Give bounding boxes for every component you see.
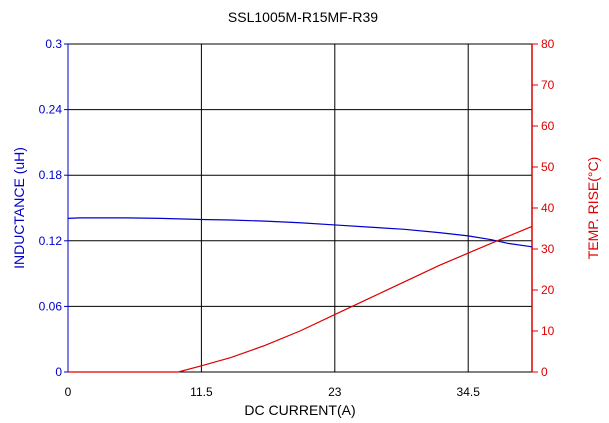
x-axis: 0 11.5 23 34.5 — [65, 385, 481, 399]
y-right-tick-label: 60 — [541, 119, 555, 133]
y-right-tick-label: 70 — [541, 78, 555, 92]
y-right-tick-label: 0 — [541, 365, 548, 379]
x-tick-label: 34.5 — [457, 385, 481, 399]
y-right-tick-label: 50 — [541, 160, 555, 174]
chart-title: SSL1005M-R15MF-R39 — [228, 9, 378, 25]
y-left-tick-label: 0.18 — [39, 168, 63, 182]
y-left-tick-label: 0 — [55, 365, 62, 379]
series-layer — [67, 217, 533, 373]
temperature-series-line — [68, 225, 533, 373]
x-axis-label: DC CURRENT(A) — [244, 402, 355, 418]
y-left-tick-label: 0.06 — [39, 299, 63, 313]
inductance-series-line — [67, 217, 533, 248]
plot-frame — [67, 43, 533, 373]
y-left-tick-label: 0.24 — [39, 103, 63, 117]
grid — [68, 44, 532, 372]
y-left-tick-label: 0.12 — [39, 234, 63, 248]
x-tick-label: 23 — [328, 385, 342, 399]
y-axis-right-label: TEMP. RISE(°C) — [585, 157, 601, 260]
y-right-tick-label: 30 — [541, 242, 555, 256]
y-right-tick-label: 20 — [541, 283, 555, 297]
y-left-tick-label: 0.3 — [45, 37, 62, 51]
y-right-tick-label: 80 — [541, 37, 555, 51]
y-axis-left-label: INDUCTANCE (uH) — [11, 147, 27, 269]
y-axis-right: 0 10 20 30 40 50 60 70 80 — [532, 37, 555, 379]
y-right-tick-label: 40 — [541, 201, 555, 215]
x-tick-label: 0 — [65, 385, 72, 399]
y-right-tick-label: 10 — [541, 324, 555, 338]
y-axis-left: 0 0.06 0.12 0.18 0.24 0.3 — [39, 37, 68, 379]
x-tick-label: 11.5 — [190, 385, 213, 399]
